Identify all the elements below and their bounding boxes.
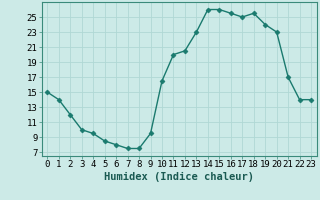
X-axis label: Humidex (Indice chaleur): Humidex (Indice chaleur) <box>104 172 254 182</box>
